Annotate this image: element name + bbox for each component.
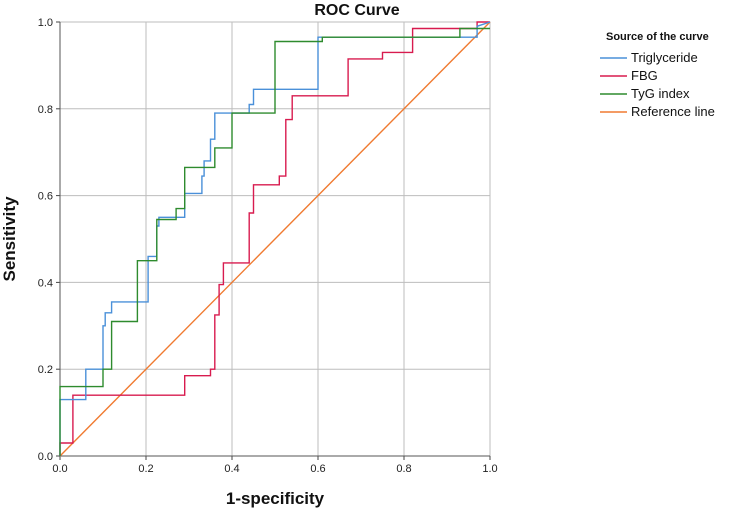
series-lines	[59, 21, 491, 457]
x-axis-title: 1-specificity	[226, 489, 325, 508]
y-tick-label: 1.0	[38, 17, 53, 29]
x-tick-labels: 0.0 0.2 0.4 0.6 0.8 1.0	[52, 463, 497, 475]
legend-entries: Triglyceride FBG TyG index Reference line	[600, 50, 715, 119]
chart-title: ROC Curve	[314, 2, 399, 19]
x-tick-label: 0.0	[52, 463, 67, 475]
y-axis-title: Sensitivity	[0, 196, 19, 282]
series-line-fbg	[59, 21, 490, 456]
grid-lines	[60, 22, 490, 456]
x-tick-label: 0.2	[138, 463, 153, 475]
x-tick-label: 0.6	[310, 463, 325, 475]
x-tick-label: 0.8	[396, 463, 411, 475]
y-tick-label: 0.0	[38, 451, 53, 463]
x-tick-label: 0.4	[224, 463, 239, 475]
legend-title: Source of the curve	[606, 31, 709, 43]
legend-label-triglyceride: Triglyceride	[631, 50, 698, 65]
x-tick-label: 1.0	[482, 463, 497, 475]
series-line-reference-line	[59, 21, 491, 457]
y-tick-label: 0.4	[38, 277, 53, 289]
y-tick-label: 0.2	[38, 364, 53, 376]
y-tick-labels: 0.0 0.2 0.4 0.6 0.8 1.0	[38, 17, 53, 463]
axes	[56, 21, 491, 460]
legend-label-tyg-index: TyG index	[631, 86, 690, 101]
y-tick-label: 0.8	[38, 104, 53, 116]
legend-label-fbg: FBG	[631, 68, 658, 83]
y-tick-label: 0.6	[38, 191, 53, 203]
legend-label-reference-line: Reference line	[631, 104, 715, 119]
legend: Source of the curve Triglyceride FBG TyG i…	[600, 31, 715, 119]
series-line-tyg-index	[59, 27, 490, 456]
